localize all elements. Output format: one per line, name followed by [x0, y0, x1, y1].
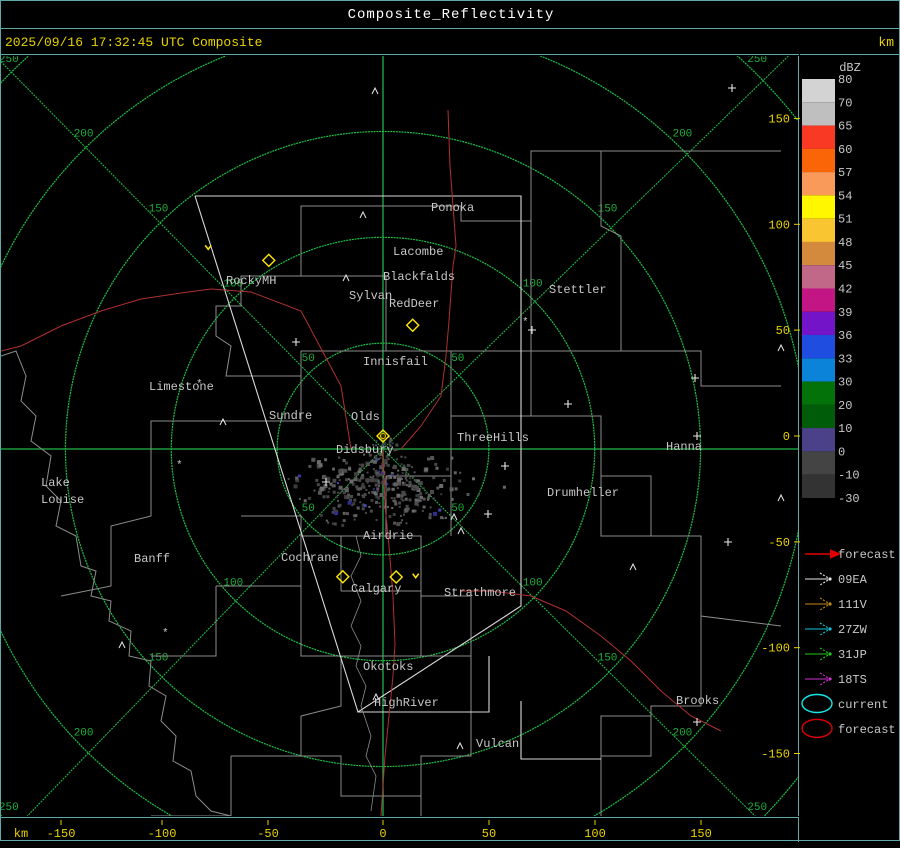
svg-text:RedDeer: RedDeer: [389, 297, 439, 311]
svg-text:Ponoka: Ponoka: [431, 201, 474, 215]
svg-text:Airdrie: Airdrie: [363, 529, 413, 543]
svg-text:0: 0: [783, 430, 790, 444]
svg-text:20: 20: [838, 399, 852, 413]
svg-text:-150: -150: [47, 827, 76, 841]
svg-text:100: 100: [523, 278, 543, 290]
svg-text:-10: -10: [838, 469, 860, 483]
svg-text:27ZW: 27ZW: [838, 623, 868, 637]
svg-text:70: 70: [838, 96, 852, 110]
svg-text:50: 50: [482, 827, 496, 841]
svg-text:100: 100: [223, 578, 243, 590]
svg-text:150: 150: [768, 112, 790, 126]
svg-text:*: *: [162, 628, 169, 640]
svg-text:Strathmore: Strathmore: [444, 586, 516, 600]
svg-text:-50: -50: [768, 536, 790, 550]
svg-text:HighRiver: HighRiver: [374, 696, 439, 710]
svg-text:Sylvan: Sylvan: [349, 289, 392, 303]
svg-text:-100: -100: [761, 642, 790, 656]
svg-text:km: km: [14, 827, 28, 841]
svg-text:Innisfail: Innisfail: [363, 355, 428, 369]
svg-text:-150: -150: [761, 748, 790, 762]
svg-text:Calgary: Calgary: [351, 582, 401, 596]
svg-text:150: 150: [690, 827, 712, 841]
svg-text:-100: -100: [148, 827, 177, 841]
svg-text:Vulcan: Vulcan: [476, 737, 519, 751]
svg-text:150: 150: [149, 204, 169, 216]
svg-text:Lake: Lake: [41, 476, 70, 490]
svg-text:48: 48: [838, 236, 852, 250]
svg-text:09EA: 09EA: [838, 573, 868, 587]
svg-text:18TS: 18TS: [838, 673, 867, 687]
svg-text:200: 200: [74, 129, 94, 141]
svg-text:Banff: Banff: [134, 552, 170, 566]
svg-text:200: 200: [672, 727, 692, 739]
svg-text:Brooks: Brooks: [676, 694, 719, 708]
svg-text:*: *: [522, 317, 529, 329]
svg-text:31JP: 31JP: [838, 648, 867, 662]
svg-text:-30: -30: [838, 492, 860, 506]
svg-text:0: 0: [379, 827, 386, 841]
svg-text:Louise: Louise: [41, 493, 84, 507]
svg-text:42: 42: [838, 283, 852, 297]
svg-text:10: 10: [838, 422, 852, 436]
svg-text:57: 57: [838, 166, 852, 180]
svg-text:51: 51: [838, 213, 852, 227]
svg-text:forecast: forecast: [838, 548, 896, 562]
svg-text:-50: -50: [257, 827, 279, 841]
svg-text:Okotoks: Okotoks: [363, 660, 413, 674]
svg-text:100: 100: [584, 827, 606, 841]
svg-text:39: 39: [838, 306, 852, 320]
svg-text:150: 150: [149, 653, 169, 665]
svg-text:111V: 111V: [838, 598, 868, 612]
svg-text:Lacombe: Lacombe: [393, 245, 443, 259]
svg-text:50: 50: [451, 353, 464, 365]
svg-text:RockyMH: RockyMH: [226, 274, 276, 288]
svg-text:30: 30: [838, 376, 852, 390]
svg-text:forecast: forecast: [838, 723, 896, 737]
svg-text:0: 0: [838, 445, 845, 459]
svg-text:36: 36: [838, 329, 852, 343]
svg-text:Blackfalds: Blackfalds: [383, 270, 455, 284]
svg-text:Stettler: Stettler: [549, 283, 607, 297]
svg-text:Didsbury: Didsbury: [336, 443, 394, 457]
svg-text:Sundre: Sundre: [269, 409, 312, 423]
svg-text:Cochrane: Cochrane: [281, 551, 339, 565]
svg-text:250: 250: [1, 56, 19, 66]
svg-text:45: 45: [838, 259, 852, 273]
svg-text:60: 60: [838, 143, 852, 157]
svg-text:Hanna: Hanna: [666, 440, 702, 454]
svg-text:*: *: [176, 460, 183, 472]
svg-text:200: 200: [74, 727, 94, 739]
svg-text:50: 50: [302, 503, 315, 515]
svg-text:80: 80: [838, 73, 852, 87]
svg-text:200: 200: [672, 129, 692, 141]
svg-text:50: 50: [776, 324, 790, 338]
svg-text:150: 150: [598, 653, 618, 665]
svg-text:50: 50: [302, 353, 315, 365]
svg-text:Limestone: Limestone: [149, 380, 214, 394]
svg-text:ThreeHills: ThreeHills: [457, 431, 529, 445]
svg-text:54: 54: [838, 189, 852, 203]
svg-text:Drumheller: Drumheller: [547, 486, 619, 500]
svg-text:33: 33: [838, 352, 852, 366]
svg-text:Olds: Olds: [351, 410, 380, 424]
svg-text:100: 100: [523, 578, 543, 590]
svg-text:100: 100: [768, 218, 790, 232]
svg-text:65: 65: [838, 120, 852, 134]
svg-text:current: current: [838, 698, 888, 712]
svg-text:250: 250: [1, 802, 19, 814]
svg-text:50: 50: [451, 503, 464, 515]
